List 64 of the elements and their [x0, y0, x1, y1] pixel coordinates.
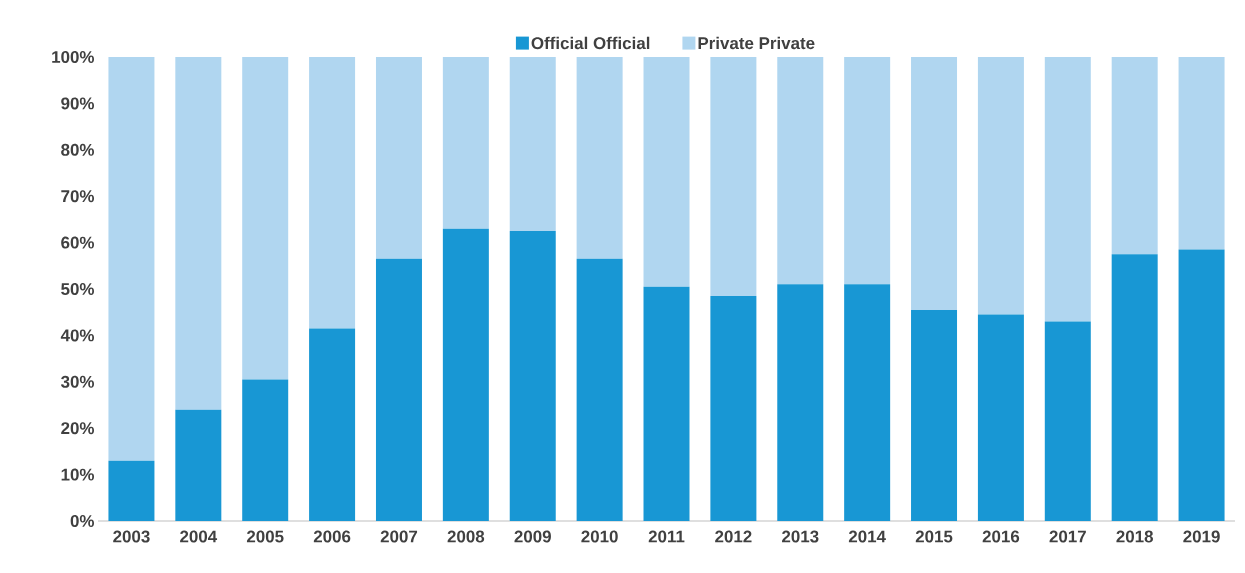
- bar: [509, 231, 556, 521]
- y-tick-label: 20%: [61, 422, 95, 435]
- bar: [1111, 254, 1158, 521]
- y-tick-label: 60%: [61, 236, 95, 249]
- bar: [1178, 57, 1225, 250]
- bar: [175, 57, 222, 410]
- bar: [175, 409, 222, 521]
- bar: [309, 328, 356, 521]
- bar: [108, 460, 155, 521]
- bar: [576, 258, 623, 521]
- bar: [643, 286, 690, 521]
- bar: [1111, 57, 1158, 255]
- bar: [977, 57, 1024, 315]
- bar: [1044, 321, 1091, 521]
- bar: [911, 57, 958, 310]
- bar: [777, 57, 824, 285]
- y-tick-label: 10%: [61, 468, 95, 481]
- y-tick-label: 0%: [70, 515, 95, 527]
- x-tick-label: 2008: [447, 530, 485, 543]
- bar: [777, 284, 824, 521]
- bar: [242, 57, 289, 380]
- bar: [442, 57, 489, 229]
- bar: [442, 228, 489, 521]
- x-tick-label: 2005: [246, 530, 284, 543]
- legend-label: Private Private: [698, 36, 815, 50]
- bar: [1178, 249, 1225, 521]
- x-tick-label: 2006: [313, 530, 351, 543]
- bar: [844, 284, 891, 521]
- y-tick-label: 80%: [61, 143, 95, 156]
- bar: [911, 309, 958, 521]
- bar: [643, 57, 690, 287]
- x-tick-label: 2009: [514, 530, 551, 543]
- bar: [242, 379, 289, 521]
- bar: [375, 57, 422, 259]
- x-tick-label: 2016: [982, 530, 1020, 543]
- bar: [576, 57, 623, 259]
- bar: [710, 295, 757, 521]
- x-tick-label: 2018: [1116, 530, 1153, 543]
- x-tick-label: 2014: [848, 530, 886, 543]
- y-tick-label: 50%: [61, 283, 95, 295]
- x-tick-label: 2019: [1183, 530, 1220, 543]
- bar: [375, 258, 422, 521]
- x-tick-label: 2003: [113, 530, 150, 543]
- bar: [509, 57, 556, 231]
- x-tick-label: 2015: [915, 530, 953, 543]
- bar: [710, 57, 757, 296]
- bar: [309, 57, 356, 329]
- bar: [1044, 57, 1091, 322]
- x-tick-label: 2010: [581, 530, 618, 543]
- y-tick-label: 100%: [52, 51, 95, 63]
- bar: [977, 314, 1024, 521]
- x-tick-label: 2013: [782, 530, 819, 543]
- x-tick-label: 2007: [380, 530, 418, 543]
- y-tick-label: 30%: [60, 375, 95, 388]
- y-tick-label: 70%: [61, 190, 95, 203]
- x-tick-label: 2012: [715, 530, 752, 543]
- x-tick-label: 2011: [648, 530, 685, 543]
- bar: [844, 57, 891, 285]
- legend-label: Official Official: [531, 36, 650, 50]
- x-tick-label: 2017: [1049, 530, 1086, 543]
- y-tick-label: 90%: [61, 97, 95, 110]
- x-tick-label: 2004: [180, 530, 218, 543]
- y-tick-label: 40%: [60, 329, 95, 342]
- bar: [108, 57, 155, 461]
